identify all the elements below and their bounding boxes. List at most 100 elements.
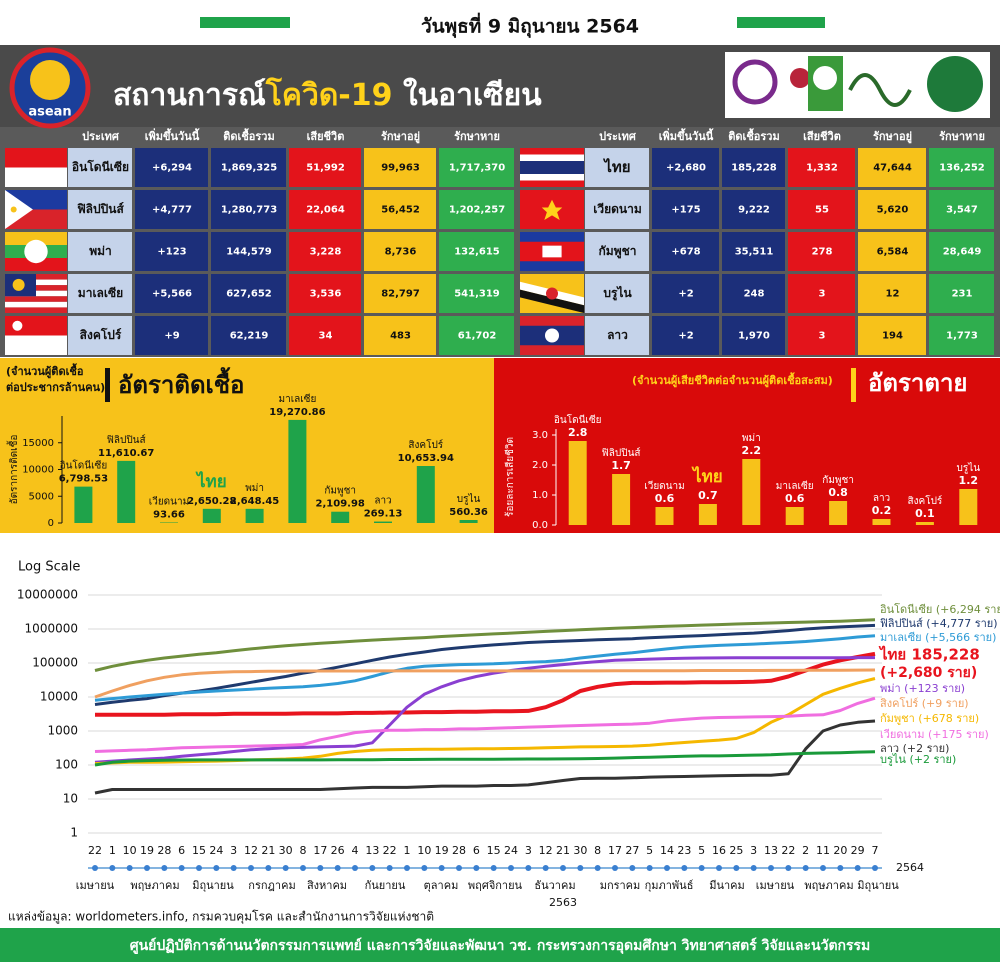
month-label: กุมภาพันธ์: [645, 879, 694, 892]
source: แหล่งข้อมูล: worldometers.info, กรมควบคุ…: [8, 910, 434, 925]
value-label: 0.7: [698, 489, 718, 502]
table-value: 3: [819, 331, 826, 342]
table-value: 627,652: [226, 289, 272, 300]
x-tick-dot: [456, 865, 462, 871]
series-line: [94, 634, 876, 702]
category-label: อินโดนีเซีย: [60, 459, 108, 472]
bar: [915, 522, 934, 525]
table-value: ฟิลิปปินส์: [77, 202, 124, 216]
value-label: 0.8: [828, 486, 848, 499]
table-cell: [929, 316, 994, 355]
table-cell: [722, 148, 785, 187]
category-label: เวียดนาม: [644, 480, 684, 492]
x-tick-dot: [317, 865, 324, 871]
date: วันพุธที่ 9 มิถุนายน 2564: [421, 13, 639, 39]
series-line: [94, 696, 876, 753]
table-cell: [722, 274, 785, 313]
table-cell: [722, 190, 785, 229]
series-line: [94, 656, 875, 764]
table-cell: [929, 190, 994, 229]
x-tick-label: 5: [698, 844, 705, 857]
y-tick-label: 100: [55, 758, 78, 772]
table-value: +175: [671, 205, 700, 216]
legend-label: มาเลเซีย (+5,566 ราย): [880, 631, 996, 644]
x-tick-dot: [248, 865, 254, 871]
table-cell: [652, 232, 719, 271]
bar: [568, 441, 587, 525]
table-cell: [135, 232, 208, 271]
bar: [202, 508, 221, 523]
table-value: 136,252: [939, 163, 985, 174]
month-label: พฤษภาคม: [130, 879, 179, 892]
column-header: ติดเชื้อรวม: [728, 128, 779, 143]
x-tick-dot: [872, 865, 878, 871]
table-value: 5,620: [877, 205, 909, 216]
bar: [829, 501, 848, 525]
x-tick-label: 17: [313, 844, 327, 857]
table-cell: [135, 190, 208, 229]
flag-part: [5, 167, 67, 187]
y-tick-label: 0: [48, 518, 54, 529]
x-tick-label: 23: [677, 844, 691, 857]
month-label: มกราคม: [600, 879, 641, 892]
value-label: 269.13: [364, 509, 403, 520]
flag-part: [541, 199, 563, 221]
table-value: 1,970: [738, 331, 770, 342]
x-tick-label: 1: [109, 844, 116, 857]
table-value: 55: [815, 205, 829, 216]
footer-bar: [0, 928, 1000, 962]
table-value: +6,294: [152, 163, 192, 174]
table-cell: [68, 274, 132, 313]
y-axis-label: ร้อยละการเสียชีวิต: [504, 437, 516, 517]
x-tick-label: 28: [452, 844, 466, 857]
x-tick-dot: [369, 865, 376, 871]
table-value: พม่า: [89, 244, 112, 258]
x-tick-label: 8: [300, 844, 307, 857]
y-tick-label: 0.0: [532, 520, 548, 531]
table-value: 1,869,325: [221, 163, 277, 174]
y-tick-label: 1000000: [25, 622, 78, 636]
x-tick-dot: [352, 865, 358, 871]
x-tick-dot: [282, 865, 289, 871]
x-tick-label: 30: [279, 844, 293, 857]
x-tick-label: 15: [192, 844, 206, 857]
y-tick-label: 10: [63, 792, 78, 806]
chart-subtitle: (จำนวนผู้ติดเชื้อ: [6, 363, 83, 379]
value-label: 560.36: [449, 507, 488, 518]
table-cell: [722, 316, 785, 355]
value-label: 6,798.53: [59, 474, 108, 485]
x-tick-label: 2: [802, 844, 809, 857]
x-tick-dot: [542, 865, 549, 871]
x-tick-label: 19: [435, 844, 449, 857]
legend-label: กัมพูชา (+678 ราย): [880, 712, 979, 725]
month-label: เมษายน: [76, 879, 115, 892]
main-title: สถานการณ์โควิด-19 ในอาเซียน: [113, 76, 542, 113]
x-tick-dot: [421, 865, 428, 871]
table-value: 1,773: [946, 331, 978, 342]
column-header: เสียชีวิต: [307, 130, 345, 143]
table-value: 9,222: [738, 205, 770, 216]
month-label: กรกฎาคม: [248, 879, 295, 892]
table-value: 99,963: [381, 163, 420, 174]
table-cell: [211, 274, 286, 313]
bar: [742, 459, 761, 525]
chart-title: อัตราตาย: [868, 369, 968, 397]
flag-part: [10, 206, 17, 213]
series-line: [94, 719, 876, 795]
table-value: 1,202,257: [449, 205, 505, 216]
table-value: กัมพูชา: [599, 244, 637, 259]
column-header: รักษาอยู่: [381, 130, 420, 144]
table-cell: [929, 274, 994, 313]
x-tick-label: 26: [331, 844, 345, 857]
header-bar: [200, 17, 290, 28]
x-tick-dot: [629, 865, 636, 871]
value-label: 0.1: [915, 507, 935, 520]
x-tick-dot: [109, 865, 116, 871]
x-tick-dot: [664, 865, 670, 871]
table-value: 231: [952, 289, 973, 300]
annotation: (+2,680 ราย): [880, 665, 977, 681]
category-label: ไทย: [691, 466, 723, 487]
table-cell: [585, 274, 649, 313]
table-cell: [135, 274, 208, 313]
year-label: 2564: [896, 861, 924, 874]
